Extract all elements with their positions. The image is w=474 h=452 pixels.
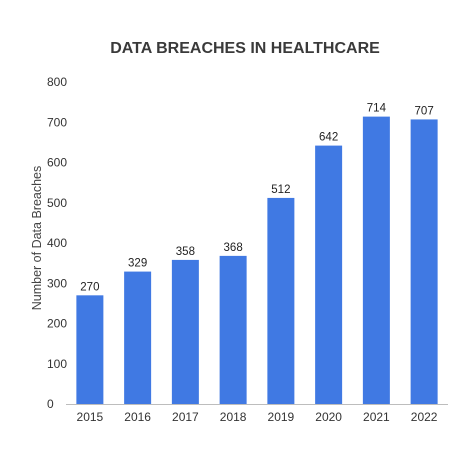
y-axis-ticks: 0 100 200 300 400 500 600 700 800	[47, 75, 67, 411]
chart-title: DATA BREACHES IN HEALTHCARE	[110, 40, 380, 57]
bar-2018	[219, 255, 247, 404]
x-tick-label-2022: 2022	[411, 410, 438, 424]
data-label-2018: 368	[224, 242, 243, 254]
y-tick-label: 800	[47, 75, 67, 89]
x-tick-label-2019: 2019	[268, 410, 295, 424]
data-label-2016: 329	[128, 258, 147, 270]
x-tick-label-2020: 2020	[315, 410, 342, 424]
y-tick-label: 400	[47, 236, 67, 250]
bars	[76, 116, 438, 405]
y-tick-label: 700	[47, 115, 67, 129]
bar-2020	[315, 145, 343, 404]
data-label-2019: 512	[271, 184, 290, 196]
y-tick-label: 100	[47, 357, 67, 371]
data-label-2017: 358	[176, 246, 195, 258]
y-tick-label: 300	[47, 276, 67, 290]
y-tick-label: 500	[47, 196, 67, 210]
x-axis-ticks: 2015 2016 2017 2018 2019 2020 2021 2022	[77, 410, 438, 424]
bar-2021	[362, 116, 390, 405]
bar-2016	[124, 271, 152, 404]
data-labels: 270 329 358 368 512 642 714 707	[80, 103, 433, 294]
x-tick-label-2016: 2016	[124, 410, 151, 424]
bar-2019	[267, 197, 295, 404]
data-label-2021: 714	[367, 103, 387, 115]
y-tick-label: 0	[47, 397, 54, 411]
x-tick-label-2018: 2018	[220, 410, 247, 424]
data-label-2022: 707	[415, 105, 434, 117]
y-tick-label: 600	[47, 156, 67, 170]
data-label-2020: 642	[319, 132, 338, 144]
data-label-2015: 270	[80, 281, 99, 293]
bar-2022	[410, 119, 438, 405]
y-axis-label: Number of Data Breaches	[30, 166, 44, 311]
x-tick-label-2021: 2021	[363, 410, 390, 424]
y-tick-label: 200	[47, 317, 67, 331]
x-tick-label-2017: 2017	[172, 410, 199, 424]
bar-2015	[76, 295, 104, 404]
x-tick-label-2015: 2015	[77, 410, 104, 424]
bar-2017	[171, 259, 199, 404]
